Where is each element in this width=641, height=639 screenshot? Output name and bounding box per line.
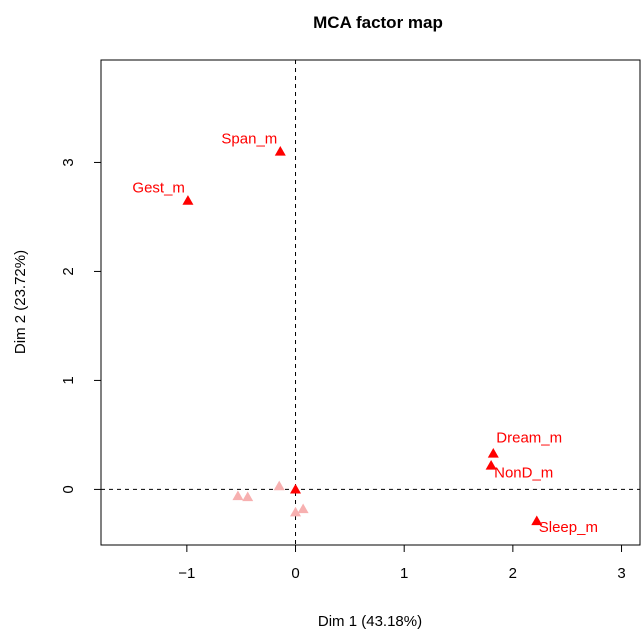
point (290, 483, 302, 494)
point (485, 459, 497, 470)
point (182, 195, 194, 205)
x-tick-label: 3 (617, 565, 625, 582)
y-tick-label: 3 (60, 158, 77, 166)
point (274, 146, 286, 156)
chart-title: MCA factor map (313, 13, 443, 32)
plot-frame (100, 59, 641, 546)
point (531, 515, 543, 526)
point (297, 503, 309, 514)
point-label: Span_m (221, 131, 277, 148)
point-label: Sleep_m (539, 519, 598, 536)
point (232, 490, 244, 501)
x-tick-label: 0 (291, 565, 299, 582)
x-axis-label: Dim 1 (43.18%) (318, 613, 422, 630)
y-axis-label: Dim 2 (23.72%) (12, 250, 29, 354)
point-label: Dream_m (496, 429, 562, 446)
point (242, 491, 254, 502)
y-tick-label: 1 (60, 376, 77, 384)
point (290, 506, 302, 517)
y-tick-label: 0 (60, 485, 77, 493)
x-tick-label: −1 (178, 565, 195, 582)
x-tick-label: 2 (509, 565, 517, 582)
x-tick-label: 1 (400, 565, 408, 582)
point-label: NonD_m (494, 464, 553, 481)
point (487, 447, 499, 458)
y-tick-label: 2 (60, 267, 77, 275)
point-label: Gest_m (132, 180, 185, 197)
point (273, 480, 285, 491)
